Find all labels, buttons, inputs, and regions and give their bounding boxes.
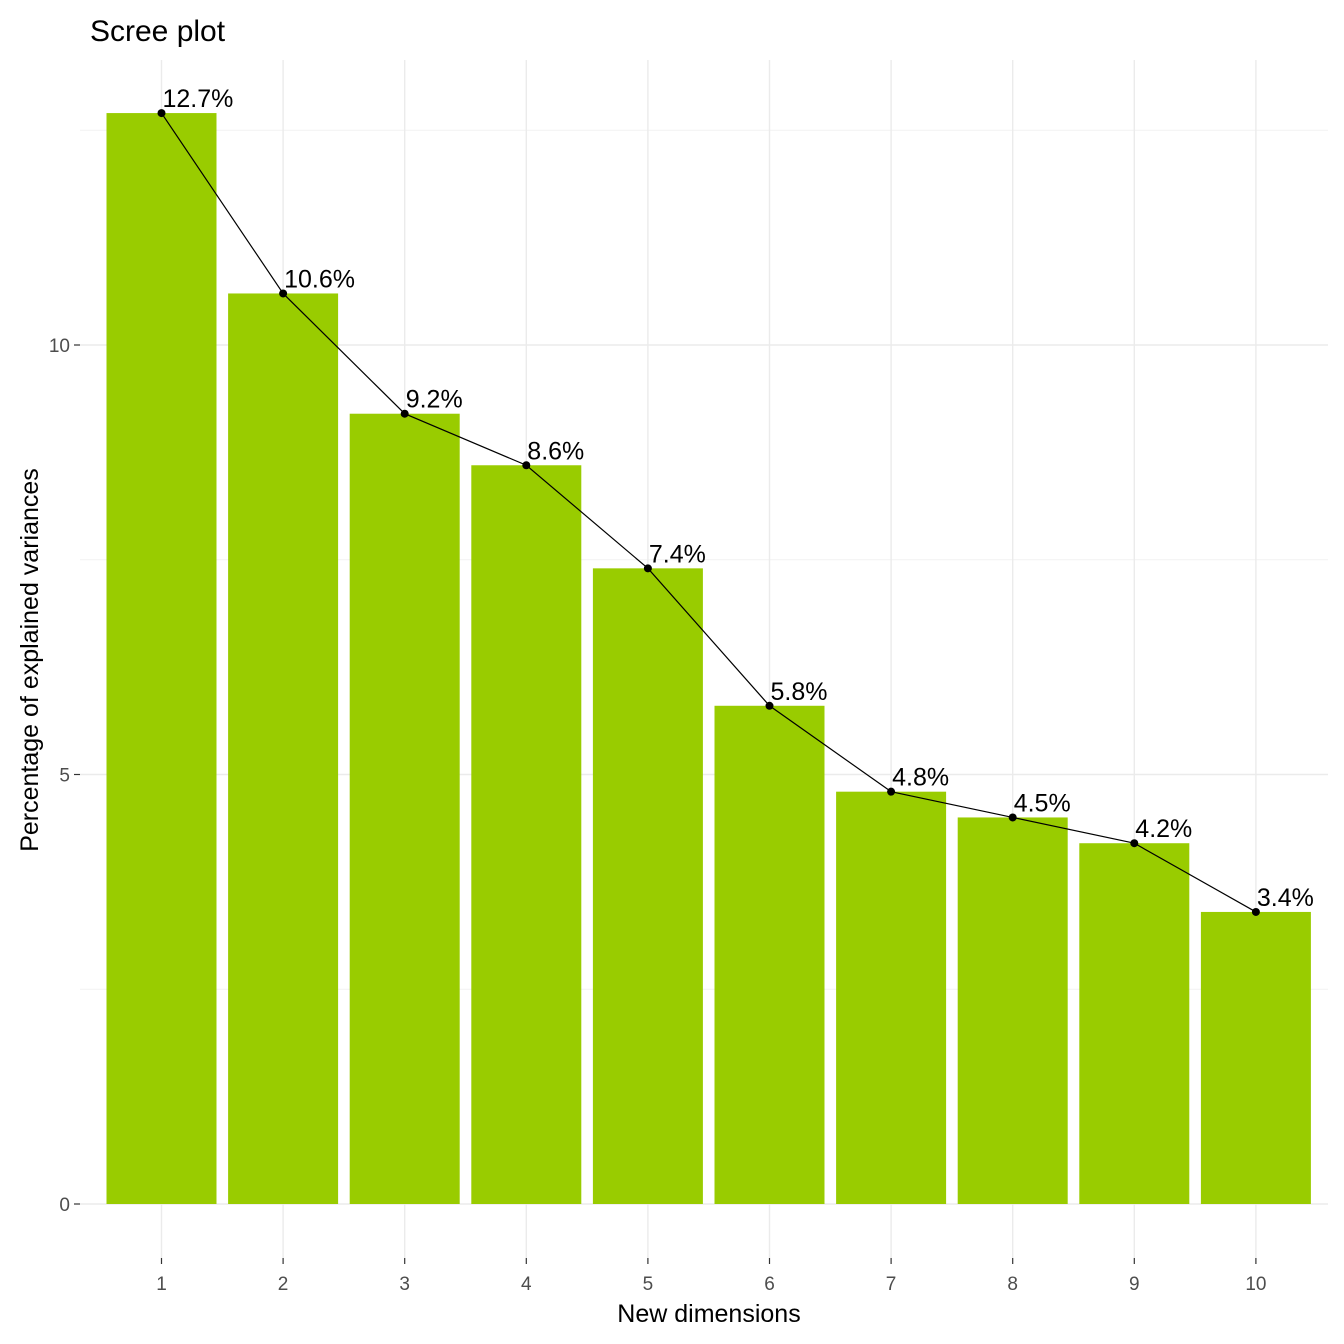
bar-dim-7 [836,791,947,1204]
bar-dim-2 [228,293,339,1205]
data-label-dim-1: 12.7% [163,85,234,113]
x-axis-title: New dimensions [617,1300,800,1328]
point-dim-7 [887,787,896,796]
bar-dim-8 [957,817,1068,1204]
point-dim-3 [400,409,409,418]
point-dim-2 [279,289,288,298]
data-label-dim-6: 5.8% [771,678,828,706]
x-tick-label: 3 [399,1274,410,1295]
point-dim-1 [157,109,166,118]
point-dim-4 [522,461,531,470]
x-tick-label: 8 [1007,1274,1018,1295]
bar-dim-4 [471,465,582,1204]
y-tick-label: 10 [49,336,70,357]
point-dim-8 [1008,813,1017,822]
x-tick-label: 6 [764,1274,775,1295]
bar-dim-1 [106,113,217,1205]
x-tick-label: 9 [1129,1274,1140,1295]
data-label-dim-5: 7.4% [649,540,706,568]
x-tick-label: 5 [643,1274,654,1295]
data-label-dim-10: 3.4% [1257,884,1314,912]
x-tick-label: 10 [1245,1274,1266,1295]
point-dim-9 [1130,839,1139,848]
y-axis-title: Percentage of explained variances [16,468,44,852]
point-dim-10 [1251,907,1260,916]
x-tick-label: 1 [156,1274,167,1295]
trend-line-layer [157,109,1260,916]
bar-dim-9 [1079,843,1190,1204]
y-tick-label: 5 [59,766,70,787]
y-tick-label: 0 [59,1195,70,1216]
data-label-dim-9: 4.2% [1135,815,1192,843]
chart-title: Scree plot [90,15,226,48]
data-labels: 12.7% 10.6% 9.2% 8.6% 7.4% 5.8% 4.8% 4.5% 4.2% 3.… [163,85,1314,912]
data-label-dim-2: 10.6% [284,265,355,293]
data-label-dim-8: 4.5% [1014,789,1071,817]
trend-line [161,112,1257,913]
point-dim-5 [643,564,652,573]
x-tick-label: 7 [886,1274,897,1295]
data-label-dim-4: 8.6% [527,437,584,465]
bar-dim-6 [714,705,825,1204]
bar-dim-10 [1200,911,1311,1204]
bar-dim-5 [592,568,703,1204]
point-dim-6 [765,701,774,710]
bars [106,113,1311,1205]
axes: 0 5 10 1 2 3 4 5 6 7 8 9 10 [49,336,1267,1295]
data-label-dim-3: 9.2% [406,386,463,414]
data-label-dim-7: 4.8% [892,764,949,792]
x-tick-label: 2 [278,1274,289,1295]
bar-dim-3 [349,413,460,1205]
x-tick-label: 4 [521,1274,532,1295]
